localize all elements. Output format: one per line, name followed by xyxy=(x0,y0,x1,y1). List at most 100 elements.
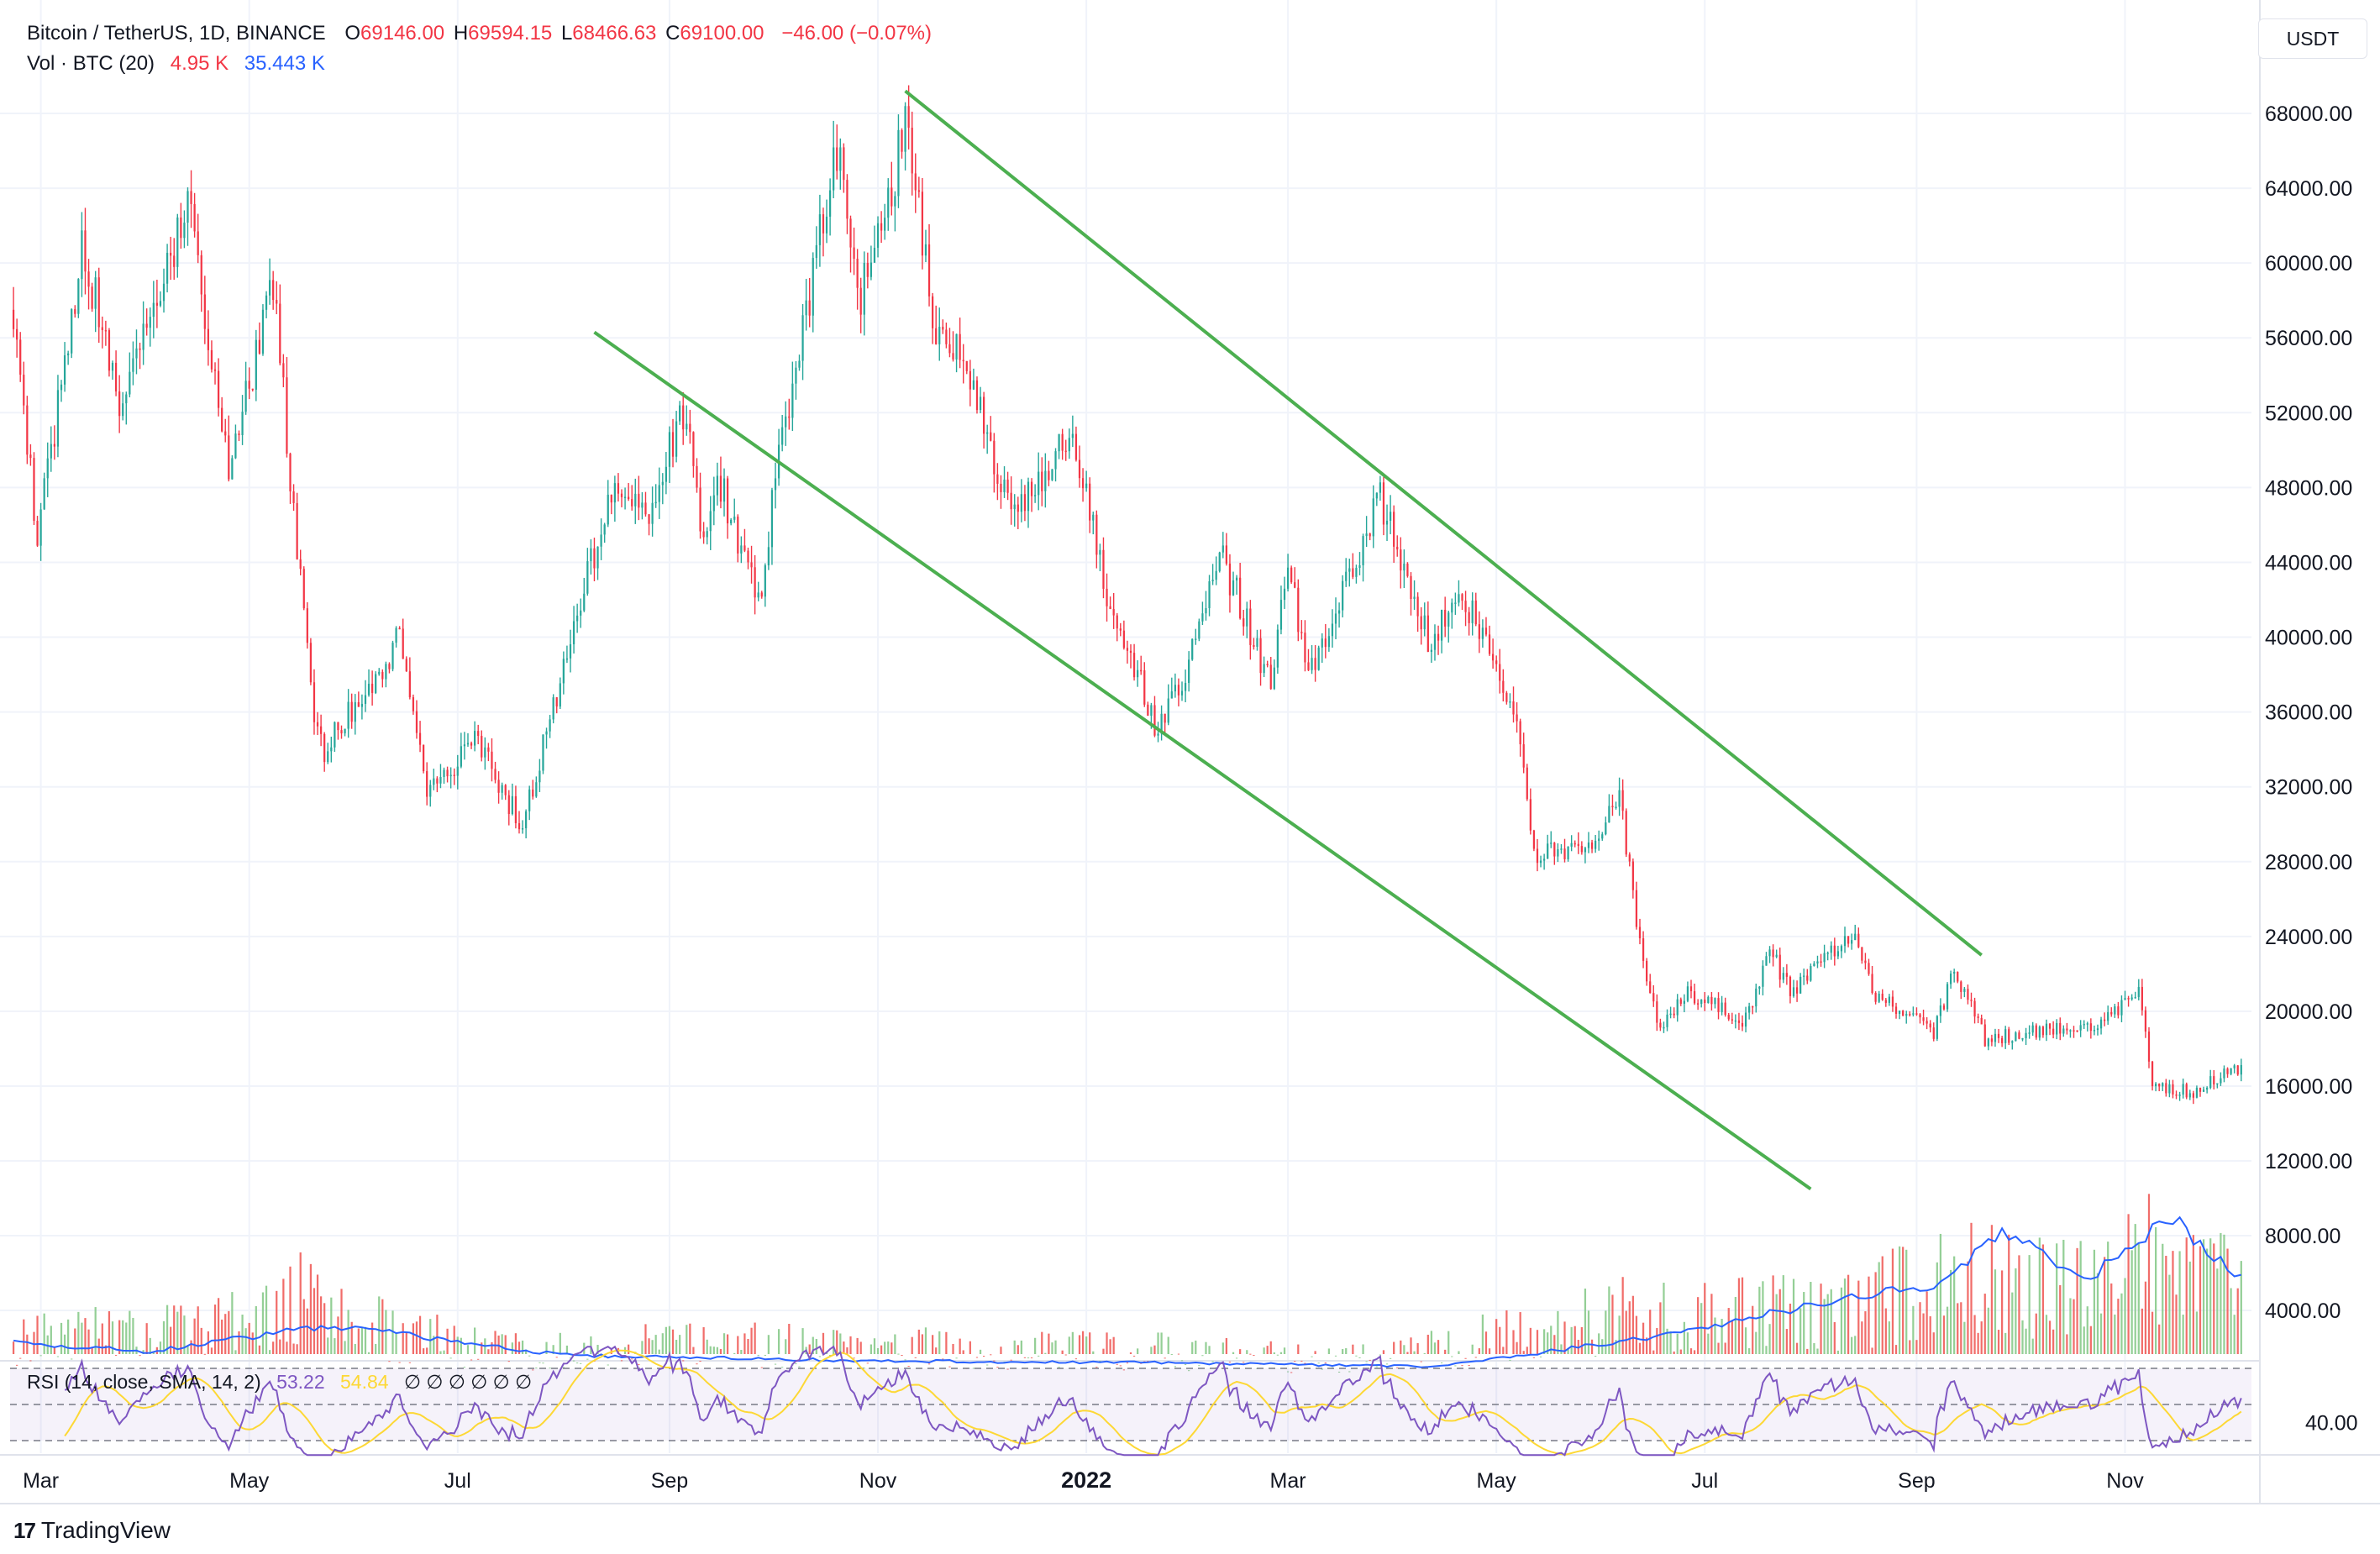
candle-body xyxy=(108,330,111,371)
brand-name: TradingView xyxy=(40,1517,171,1543)
candle-body xyxy=(56,390,60,447)
volume-bar xyxy=(265,1285,268,1354)
candle-body xyxy=(1734,1020,1736,1022)
volume-bar xyxy=(1324,1362,1327,1363)
candle-body xyxy=(1990,1038,1994,1042)
volume-bar xyxy=(282,1278,285,1354)
candle-body xyxy=(2195,1087,2199,1098)
volume-bar xyxy=(1081,1331,1085,1354)
candle-body xyxy=(183,223,186,239)
volume-bar xyxy=(1755,1331,1757,1354)
volume-bar xyxy=(1317,1362,1320,1364)
time-tick-label: Sep xyxy=(1898,1469,1935,1493)
volume-bar xyxy=(1929,1316,1931,1354)
volume-bar xyxy=(1649,1310,1652,1354)
candle-body xyxy=(1174,685,1176,692)
candle-body xyxy=(1095,514,1098,555)
candle-body xyxy=(36,521,39,546)
volume-bar xyxy=(1430,1331,1433,1354)
volume-bar xyxy=(1717,1342,1720,1354)
volume-bar xyxy=(1345,1348,1348,1354)
candle-body xyxy=(1542,858,1546,861)
candle-body xyxy=(914,173,917,191)
tradingview-brand[interactable]: 17 TradingView xyxy=(13,1517,171,1544)
volume-bar xyxy=(1389,1357,1392,1359)
candle-body xyxy=(1949,974,1952,984)
candle-body xyxy=(449,774,452,777)
volume-bar xyxy=(1263,1347,1265,1354)
candle-body xyxy=(470,743,473,746)
candle-body xyxy=(1375,492,1378,499)
candle-body xyxy=(279,303,281,364)
volume-bar xyxy=(1782,1275,1784,1354)
candle-body xyxy=(1488,634,1491,654)
candle-body xyxy=(129,371,131,395)
change-value: −46.00 (−0.07%) xyxy=(781,22,932,45)
candle-body xyxy=(165,252,169,284)
volume-bar xyxy=(620,1360,623,1362)
volume-bar xyxy=(276,1290,278,1354)
volume-bar xyxy=(1542,1329,1546,1354)
volume-bar xyxy=(289,1266,292,1354)
candle-body xyxy=(1700,999,1703,1005)
candle-body xyxy=(1676,999,1679,1016)
candle-body xyxy=(228,435,230,480)
candle-body xyxy=(1393,512,1395,547)
candle-body xyxy=(2162,1083,2164,1087)
candle-body xyxy=(2206,1087,2209,1090)
candle-body xyxy=(1054,451,1057,470)
volume-bar xyxy=(2041,1244,2045,1354)
candle-body xyxy=(1836,951,1840,957)
volume-bar xyxy=(279,1339,281,1354)
price-tick-label: 56000.00 xyxy=(2265,327,2352,350)
volume-bar xyxy=(2192,1235,2194,1354)
volume-bar xyxy=(1352,1344,1354,1354)
price-tick-label: 28000.00 xyxy=(2265,851,2352,874)
volume-bar xyxy=(1362,1344,1364,1354)
volume-bar xyxy=(453,1326,455,1354)
volume-bar xyxy=(1167,1336,1169,1354)
candle-body xyxy=(583,593,586,611)
volume-bar xyxy=(1164,1357,1166,1359)
candle-body xyxy=(1246,608,1248,627)
candle-body xyxy=(60,384,63,391)
candle-body xyxy=(1861,947,1863,961)
currency-button[interactable]: USDT xyxy=(2258,18,2367,59)
volume-bar xyxy=(719,1348,722,1354)
candle-body xyxy=(265,295,268,310)
volume-bar xyxy=(1444,1349,1447,1354)
volume-bar xyxy=(833,1330,835,1354)
candle-body xyxy=(740,545,743,554)
volume-bar xyxy=(426,1347,428,1354)
candle-body xyxy=(193,203,196,232)
candle-body xyxy=(1126,648,1129,651)
volume-bar xyxy=(917,1329,920,1354)
candle-body xyxy=(398,627,401,630)
candle-body xyxy=(327,751,329,763)
candle-body xyxy=(535,782,538,797)
volume-bar xyxy=(1433,1342,1437,1354)
candle-body xyxy=(1898,1011,1901,1014)
volume-bar xyxy=(1847,1274,1850,1354)
candle-body xyxy=(316,722,319,727)
candle-body xyxy=(241,412,244,436)
candle-body xyxy=(436,778,439,784)
candle-body xyxy=(1484,627,1488,635)
volume-bar xyxy=(777,1329,780,1354)
candle-body xyxy=(1697,1003,1700,1005)
candle-body xyxy=(302,569,305,609)
volume-bar xyxy=(316,1274,319,1354)
volume-bar xyxy=(1580,1326,1583,1354)
volume-bar xyxy=(638,1364,640,1366)
candle-body xyxy=(494,769,496,780)
candle-body xyxy=(2048,1023,2052,1029)
candle-body xyxy=(555,697,558,707)
volume-bar xyxy=(97,1338,100,1354)
candle-body xyxy=(395,627,397,643)
volume-bar xyxy=(1071,1331,1074,1354)
volume-bar xyxy=(1813,1342,1815,1354)
candle-body xyxy=(1334,613,1337,624)
candle-body xyxy=(833,147,835,191)
volume-bar xyxy=(1874,1272,1877,1354)
